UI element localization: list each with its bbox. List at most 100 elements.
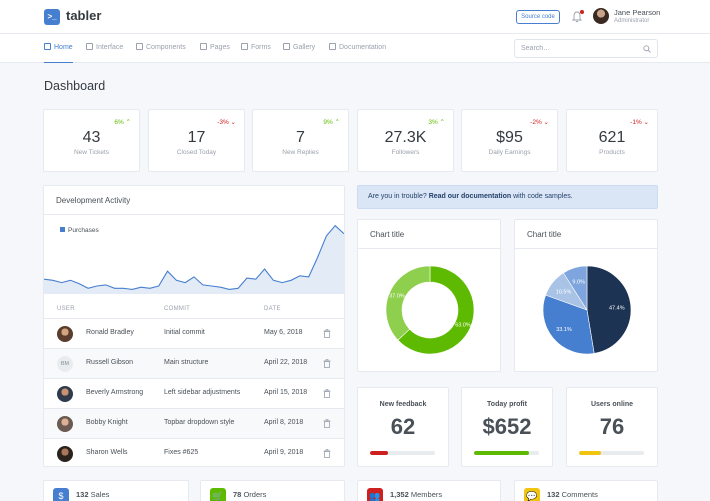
tabler-logo-icon[interactable]: >_ [44, 9, 60, 25]
stat-value: 621 [598, 129, 626, 146]
card-title: Chart title [370, 230, 405, 239]
nav-item-home[interactable]: Home [44, 34, 73, 63]
progress-fill [370, 451, 389, 455]
stat-change-value: 6% [114, 119, 124, 126]
mini-stat-sales: $ 132 Sales [43, 480, 189, 501]
nav-item-label: Interface [96, 44, 124, 51]
series-line [44, 224, 344, 290]
trash-icon[interactable] [323, 389, 331, 398]
stat-change-value: -1% [630, 119, 642, 126]
search-input[interactable] [515, 40, 635, 57]
kpi-card-today-profit: Today profit $652 [461, 387, 553, 467]
search-box[interactable] [514, 39, 658, 58]
dollar-icon: $ [53, 488, 69, 501]
mini-stat-count: 78 [233, 490, 242, 499]
card-title: Development Activity [56, 196, 131, 205]
stat-card-products: -1% ⌄ 621 Products [566, 109, 658, 172]
stat-change-value: 9% [323, 119, 333, 126]
trash-icon[interactable] [323, 359, 331, 368]
stat-value: 17 [187, 129, 206, 146]
kpi-card-users-online: Users online 76 [566, 387, 658, 467]
user-name-cell: Sharon Wells [86, 449, 128, 456]
user-name-cell: Bobby Knight [86, 419, 128, 426]
source-code-button[interactable]: Source code [516, 10, 560, 24]
cart-icon: 🛒 [210, 488, 226, 501]
area-fill [44, 225, 344, 294]
legend-label: Purchases [68, 227, 99, 234]
trash-icon[interactable] [323, 329, 331, 338]
mini-stat-label: Members [410, 490, 443, 499]
nav-item-components[interactable]: Components [136, 34, 186, 63]
pie-slice[interactable] [397, 265, 475, 355]
mini-stat-text: 78 Orders [233, 490, 266, 499]
stat-card-closed-today: -3% ⌄ 17 Closed Today [148, 109, 245, 172]
bell-icon[interactable] [572, 11, 582, 23]
chevron-down-icon: ⌄ [643, 119, 649, 126]
card-title: Chart title [527, 230, 562, 239]
mini-stat-members: 👥 1,352 Members [357, 480, 501, 501]
pie-slice[interactable] [563, 265, 588, 312]
mini-stat-text: 132 Sales [76, 490, 109, 499]
slice-label: 33.1% [556, 327, 572, 333]
slice-label: 63.0% [455, 322, 471, 328]
kpi-value: $652 [482, 414, 532, 439]
stat-card-daily-earnings: -2% ⌄ $95 Daily Earnings [461, 109, 558, 172]
mini-stat-label: Orders [243, 490, 267, 499]
progress-track [579, 451, 644, 455]
chevron-up-icon: ⌃ [439, 119, 445, 126]
documentation-link[interactable]: Read our documentation [428, 193, 512, 200]
stat-card-new-tickets: 6% ⌃ 43 New Tickets [43, 109, 140, 172]
development-activity-card: Development Activity Purchases USER COMM… [43, 185, 345, 467]
check-square-icon [241, 43, 248, 50]
date-cell: April 22, 2018 [264, 359, 308, 366]
nav-item-label: Components [146, 44, 186, 51]
page-title: Dashboard [44, 79, 106, 93]
user-name-cell: Russell Gibson [86, 359, 134, 366]
chevron-up-icon: ⌃ [334, 119, 340, 126]
user-avatar[interactable] [593, 8, 609, 24]
stat-value: 43 [82, 129, 101, 146]
trash-icon[interactable] [323, 419, 331, 428]
user-name-cell: Beverly Armstrong [86, 389, 144, 396]
date-cell: April 9, 2018 [264, 449, 304, 456]
table-row[interactable]: Sharon Wells Fixes #625 April 9, 2018 [44, 438, 344, 466]
user-role: Administrator [614, 18, 650, 24]
brand-name[interactable]: tabler [66, 8, 102, 23]
table-row[interactable]: Beverly Armstrong Left sidebar adjustmen… [44, 378, 344, 408]
users-icon: 👥 [367, 488, 383, 501]
nav-item-forms[interactable]: Forms [241, 34, 271, 63]
avatar: BM [57, 356, 73, 372]
pie-slice[interactable] [542, 294, 595, 355]
pie-slice[interactable] [586, 265, 632, 354]
nav-item-gallery[interactable]: Gallery [283, 34, 315, 63]
search-icon[interactable] [643, 45, 651, 53]
alert-text: with code samples. [513, 193, 573, 200]
nav-item-interface[interactable]: Interface [86, 34, 123, 63]
trash-icon[interactable] [323, 449, 331, 458]
date-cell: April 8, 2018 [264, 419, 304, 426]
table-row[interactable]: BM Russell Gibson Main structure April 2… [44, 348, 344, 378]
slice-label: 9.0% [572, 279, 585, 285]
avatar [57, 446, 73, 462]
nav-item-documentation[interactable]: Documentation [329, 34, 386, 63]
message-icon: 💬 [524, 488, 540, 501]
column-header-commit: COMMIT [164, 306, 191, 312]
commit-cell: Topbar dropdown style [164, 419, 235, 426]
nav-item-label: Forms [251, 44, 271, 51]
progress-track [474, 451, 539, 455]
pie-slice[interactable] [385, 265, 431, 341]
notification-dot [580, 10, 584, 14]
user-name[interactable]: Jane Pearson [614, 8, 661, 17]
table-row[interactable]: Bobby Knight Topbar dropdown style April… [44, 408, 344, 438]
pie-chart-card: Chart title 47.4% 33.1% 10.5% 9.0% [514, 219, 658, 372]
stat-change-value: 3% [428, 119, 438, 126]
slice-label: 10.5% [556, 289, 572, 295]
nav-item-pages[interactable]: Pages [200, 34, 230, 63]
avatar [57, 326, 73, 342]
table-row[interactable]: Ronald Bradley Initial commit May 6, 201… [44, 318, 344, 348]
mini-stat-text: 132 Comments [547, 490, 598, 499]
stat-label: Closed Today [176, 149, 217, 156]
kpi-card-new-feedback: New feedback 62 [357, 387, 449, 467]
stat-change: -1% ⌄ [630, 118, 649, 126]
stat-card-followers: 3% ⌃ 27.3K Followers [357, 109, 454, 172]
